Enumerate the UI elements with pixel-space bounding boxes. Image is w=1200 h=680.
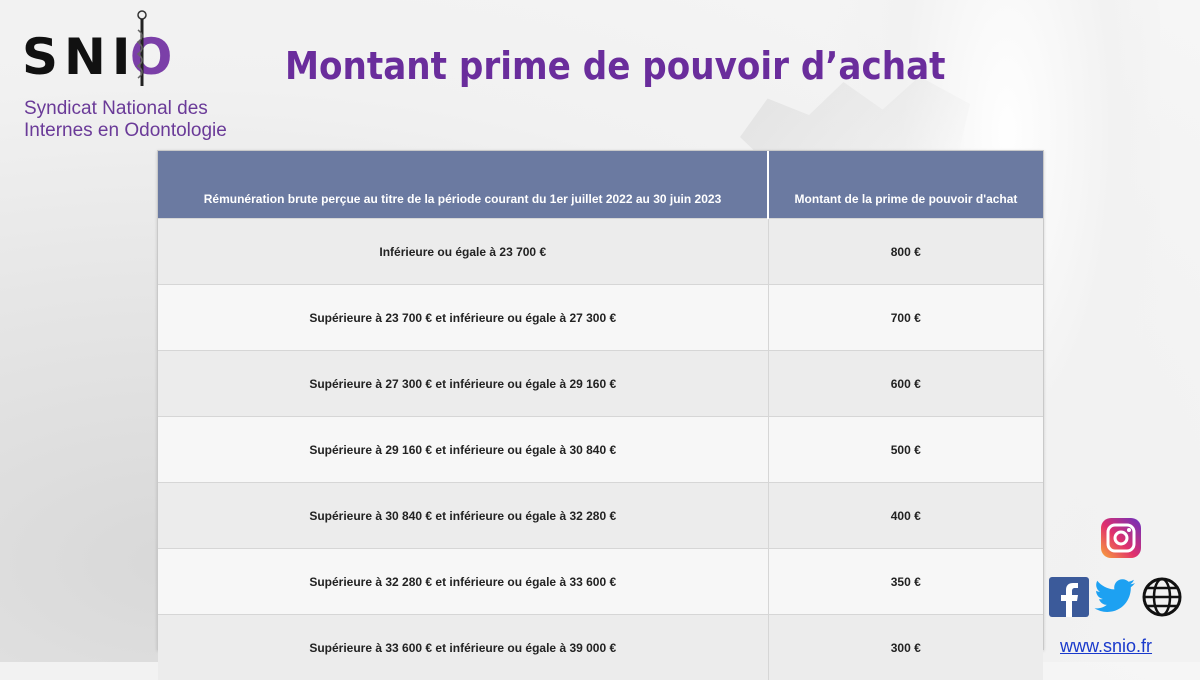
- table-row: Supérieure à 29 160 € et inférieure ou é…: [158, 417, 1043, 483]
- table-row: Supérieure à 32 280 € et inférieure ou é…: [158, 549, 1043, 615]
- table-row: Supérieure à 30 840 € et inférieure ou é…: [158, 483, 1043, 549]
- caduceus-icon: [136, 10, 148, 88]
- snio-logo: SNIO Syndicat National des Internes en O…: [22, 28, 272, 148]
- amount-cell: 600 €: [768, 351, 1043, 417]
- instagram-icon[interactable]: [1100, 517, 1142, 559]
- range-cell: Inférieure ou égale à 23 700 €: [158, 219, 768, 285]
- range-cell: Supérieure à 27 300 € et inférieure ou é…: [158, 351, 768, 417]
- header-amount: Montant de la prime de pouvoir d'achat: [768, 151, 1043, 219]
- bonus-table: Rémunération brute perçue au titre de la…: [157, 150, 1044, 650]
- amount-cell: 800 €: [768, 219, 1043, 285]
- amount-cell: 350 €: [768, 549, 1043, 615]
- table-row: Supérieure à 33 600 € et inférieure ou é…: [158, 615, 1043, 680]
- amount-cell: 500 €: [768, 417, 1043, 483]
- page-title: Montant prime de pouvoir d’achat: [285, 44, 843, 88]
- amount-cell: 700 €: [768, 285, 1043, 351]
- website-link[interactable]: www.snio.fr: [1060, 636, 1152, 657]
- table-row: Supérieure à 27 300 € et inférieure ou é…: [158, 351, 1043, 417]
- range-cell: Supérieure à 29 160 € et inférieure ou é…: [158, 417, 768, 483]
- facebook-icon[interactable]: [1049, 577, 1089, 617]
- range-cell: Supérieure à 32 280 € et inférieure ou é…: [158, 549, 768, 615]
- range-cell: Supérieure à 30 840 € et inférieure ou é…: [158, 483, 768, 549]
- table-row: Inférieure ou égale à 23 700 € 800 €: [158, 219, 1043, 285]
- globe-icon[interactable]: [1141, 576, 1183, 618]
- twitter-icon[interactable]: [1094, 578, 1136, 616]
- amount-cell: 300 €: [768, 615, 1043, 680]
- logo-subtitle: Syndicat National des Internes en Odonto…: [24, 98, 227, 142]
- amount-cell: 400 €: [768, 483, 1043, 549]
- range-cell: Supérieure à 23 700 € et inférieure ou é…: [158, 285, 768, 351]
- header-remuneration: Rémunération brute perçue au titre de la…: [158, 151, 768, 219]
- logo-letters: SNIO: [22, 28, 178, 86]
- table-header-row: Rémunération brute perçue au titre de la…: [158, 151, 1043, 219]
- table-row: Supérieure à 23 700 € et inférieure ou é…: [158, 285, 1043, 351]
- range-cell: Supérieure à 33 600 € et inférieure ou é…: [158, 615, 768, 680]
